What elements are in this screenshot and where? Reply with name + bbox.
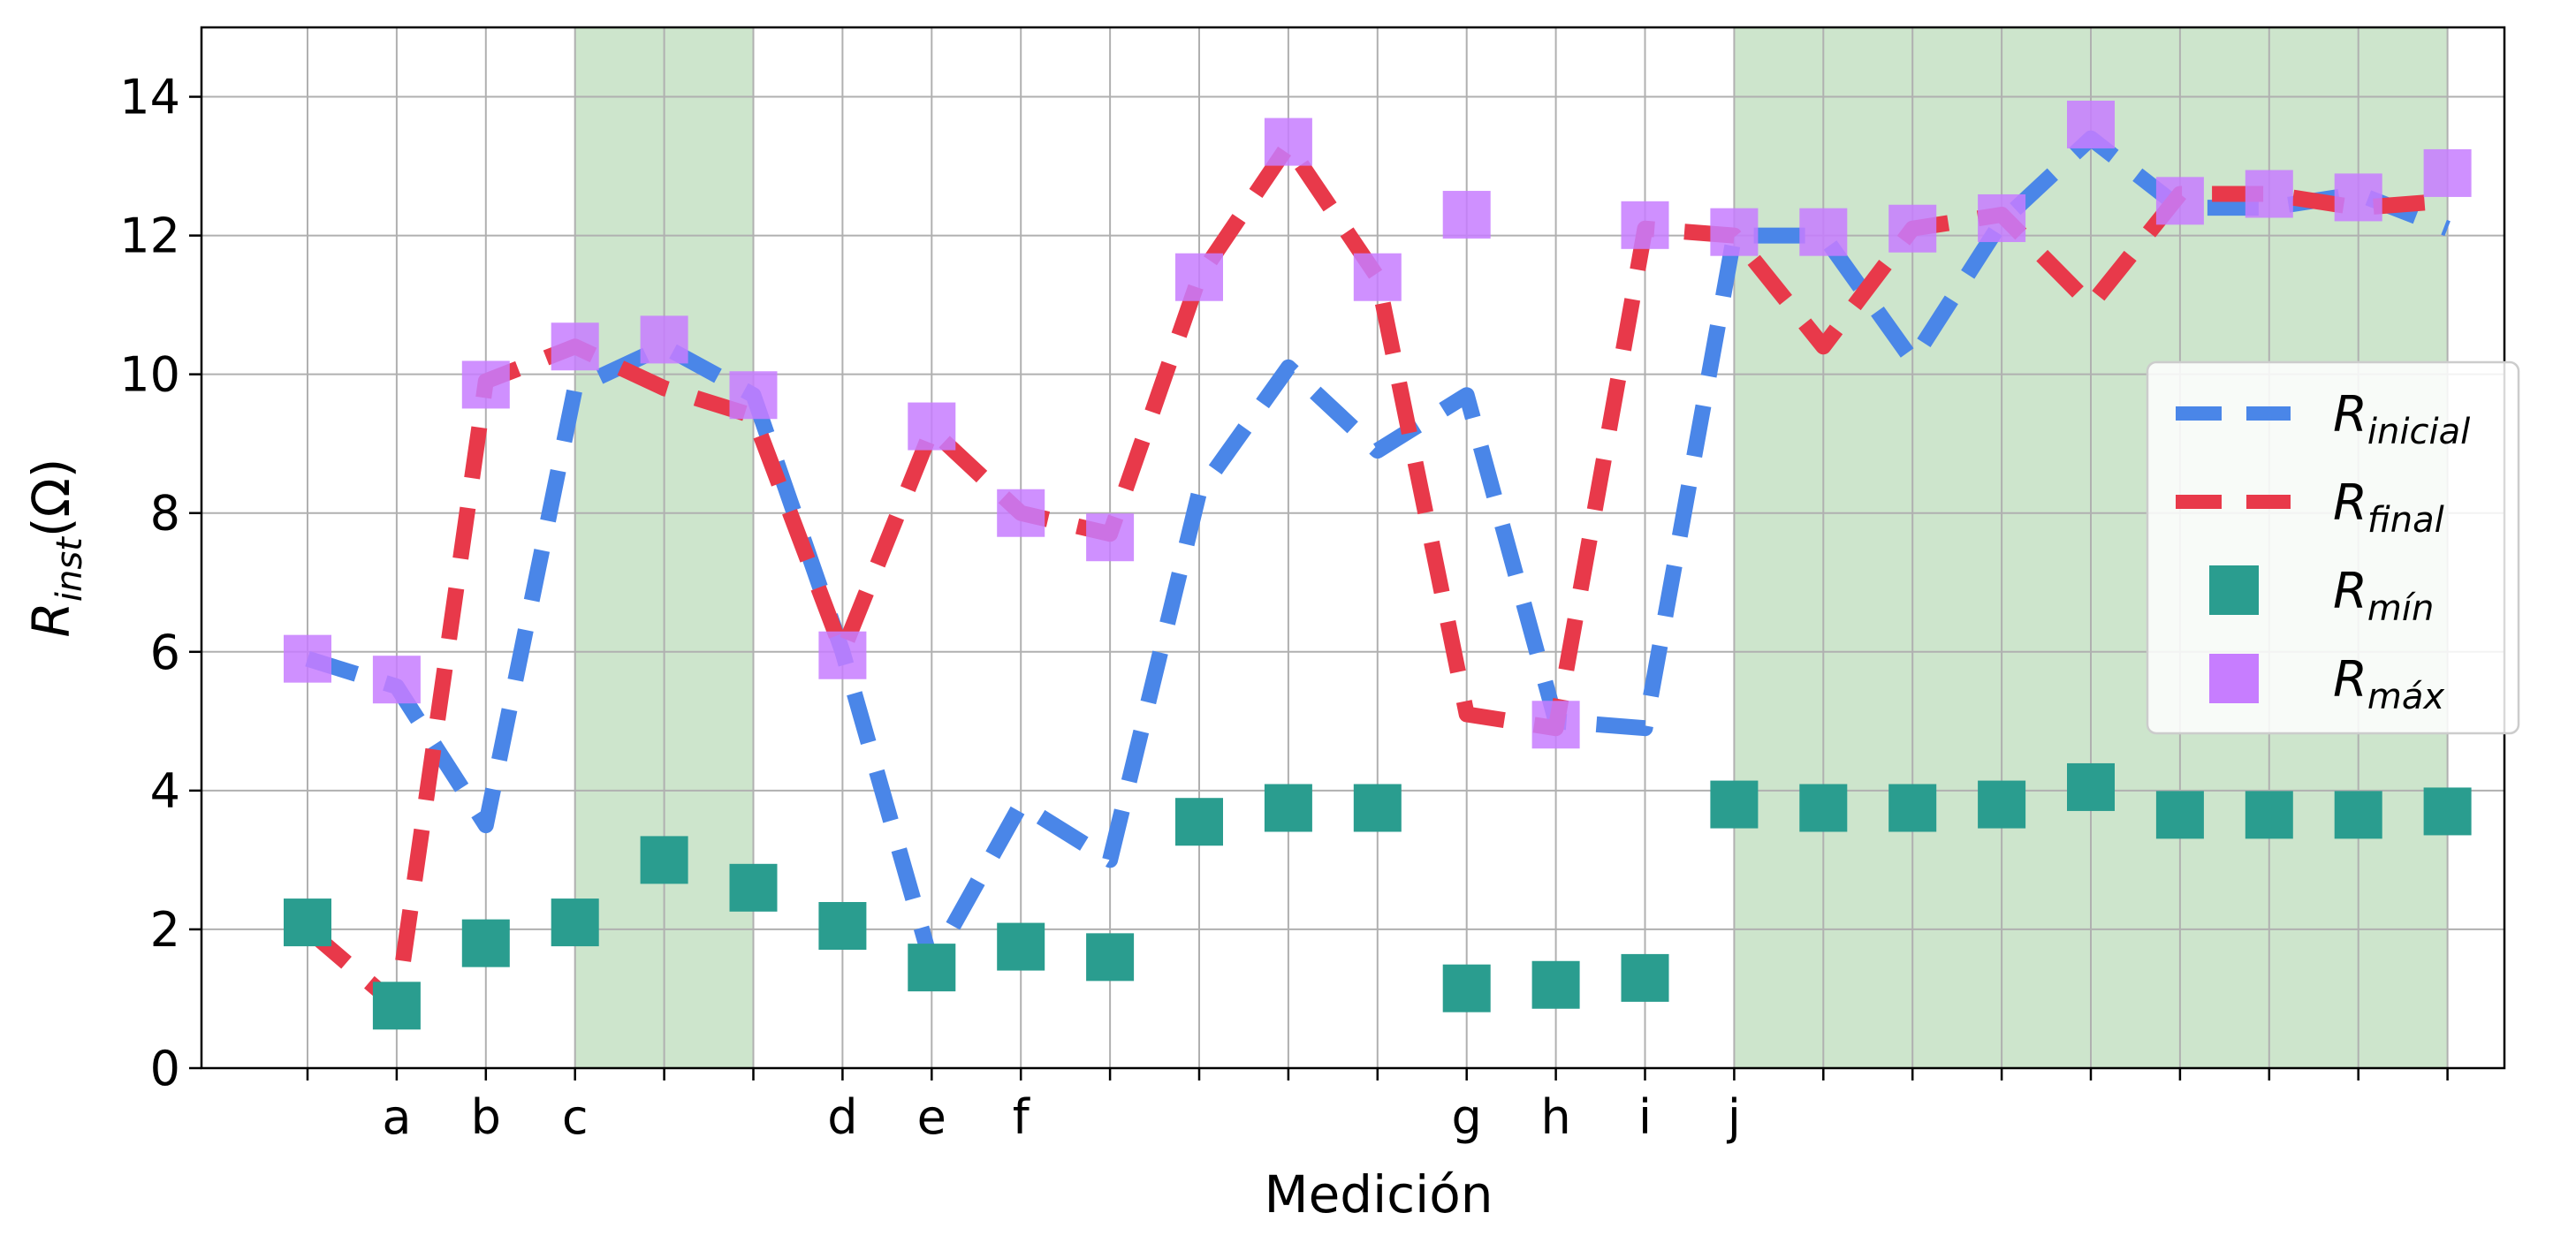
marker-mín bbox=[2423, 787, 2472, 836]
marker-mín bbox=[1442, 964, 1491, 1012]
x-tick-label: f bbox=[1013, 1089, 1031, 1145]
x-tick-label: e bbox=[917, 1089, 946, 1145]
x-tick-label: g bbox=[1452, 1089, 1482, 1145]
marker-mín bbox=[2245, 791, 2293, 839]
marker-máx bbox=[2334, 173, 2382, 222]
ticks: 0 2 4 6 8 10 12 14 a b c d e f g h i j bbox=[119, 70, 2449, 1145]
series-line-final bbox=[302, 137, 2449, 1014]
legend-label-mín: Rmín bbox=[2333, 563, 2434, 629]
marker-máx bbox=[551, 322, 599, 371]
marker-mín bbox=[2155, 791, 2204, 839]
marker-máx bbox=[818, 631, 867, 679]
x-tick-label: b bbox=[471, 1089, 501, 1145]
marker-máx bbox=[2423, 148, 2472, 197]
marker-máx bbox=[1978, 193, 2026, 242]
marker-máx bbox=[2245, 170, 2293, 218]
x-tick-label: d bbox=[827, 1089, 857, 1145]
marker-mín bbox=[1175, 798, 1223, 846]
y-tick-label: 6 bbox=[150, 625, 180, 680]
marker-máx bbox=[1888, 204, 1937, 253]
marker-mín bbox=[729, 863, 778, 912]
x-tick-label: j bbox=[1727, 1089, 1741, 1145]
marker-mín bbox=[1710, 780, 1759, 829]
marker-mín bbox=[1531, 960, 1580, 1009]
series-layer bbox=[284, 100, 2472, 1030]
marker-mín bbox=[284, 898, 331, 947]
marker-mín bbox=[1086, 933, 1135, 982]
y-tick-label: 8 bbox=[150, 486, 180, 542]
marker-mín bbox=[640, 836, 688, 884]
marker-mín bbox=[1353, 784, 1402, 832]
marker-mín bbox=[372, 982, 421, 1030]
marker-máx bbox=[1175, 253, 1223, 301]
marker-máx bbox=[2067, 100, 2115, 148]
marker-máx bbox=[1442, 191, 1491, 239]
marker-máx bbox=[729, 371, 778, 420]
marker-mín bbox=[2067, 762, 2115, 811]
marker-mín bbox=[1978, 780, 2026, 829]
y-tick-label: 14 bbox=[119, 70, 180, 125]
series-máx bbox=[284, 100, 2472, 749]
marker-máx bbox=[1353, 253, 1402, 301]
y-tick-label: 2 bbox=[150, 902, 180, 958]
marker-máx bbox=[461, 360, 510, 409]
legend-swatch-máx bbox=[2209, 654, 2259, 703]
marker-máx bbox=[1531, 701, 1580, 749]
marker-mín bbox=[2334, 791, 2382, 839]
y-tick-label: 10 bbox=[119, 347, 180, 403]
marker-máx bbox=[640, 315, 688, 364]
series-final bbox=[302, 137, 2449, 1014]
marker-máx bbox=[2155, 177, 2204, 225]
marker-mín bbox=[908, 944, 956, 992]
marker-mín bbox=[818, 902, 867, 951]
series-mín bbox=[284, 762, 2472, 1030]
marker-máx bbox=[1710, 208, 1759, 256]
legend-label-máx: Rmáx bbox=[2333, 651, 2444, 717]
marker-máx bbox=[372, 656, 421, 704]
x-tick-label: i bbox=[1638, 1089, 1652, 1145]
marker-mín bbox=[551, 898, 599, 947]
legend-box bbox=[2146, 360, 2520, 735]
y-axis-title: Rinst(Ω) bbox=[21, 459, 90, 638]
x-tick-label: a bbox=[382, 1089, 411, 1145]
marker-máx bbox=[1264, 118, 1312, 166]
marker-mín bbox=[1264, 784, 1312, 832]
marker-máx bbox=[1621, 201, 1669, 249]
y-axis-title-suffix: (Ω) bbox=[21, 459, 81, 538]
x-axis-title: Medición bbox=[1265, 1164, 1493, 1224]
marker-mín bbox=[461, 919, 510, 967]
marker-mín bbox=[1799, 784, 1848, 832]
grid bbox=[201, 27, 2504, 1069]
marker-máx bbox=[1799, 208, 1848, 256]
y-axis-title-main: R bbox=[21, 602, 81, 637]
y-axis-title-sub: inst bbox=[49, 536, 90, 602]
legend: Rinicial Rfinal Rmín Rmáx bbox=[2146, 360, 2520, 735]
marker-máx bbox=[1086, 513, 1135, 562]
marker-máx bbox=[997, 489, 1045, 537]
x-tick-label: h bbox=[1540, 1089, 1570, 1145]
y-tick-label: 4 bbox=[150, 763, 180, 819]
legend-swatch-mín bbox=[2209, 565, 2259, 615]
legend-label-inicial: Rinicial bbox=[2333, 386, 2470, 452]
legend-label-final: Rfinal bbox=[2333, 474, 2444, 541]
x-tick-label: c bbox=[562, 1089, 589, 1145]
marker-mín bbox=[1621, 953, 1669, 1002]
marker-mín bbox=[997, 922, 1045, 971]
y-tick-label: 0 bbox=[150, 1041, 180, 1096]
marker-mín bbox=[1888, 784, 1937, 832]
y-tick-label: 12 bbox=[119, 208, 180, 264]
marker-máx bbox=[284, 634, 331, 683]
marker-máx bbox=[908, 402, 956, 451]
